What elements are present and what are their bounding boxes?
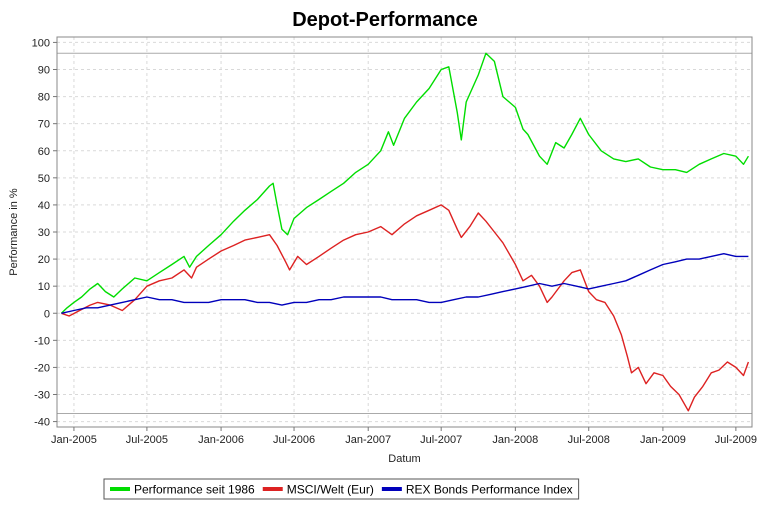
legend-label: MSCI/Welt (Eur) xyxy=(287,483,374,497)
y-tick-label: -40 xyxy=(34,417,50,429)
x-axis-label: Datum xyxy=(388,453,420,465)
y-tick-label: 10 xyxy=(38,281,50,293)
y-axis-ticks: -40 -30 -20 -10 0 10 20 30 40 50 60 70 80 90 100 xyxy=(32,37,57,429)
y-tick-label: -10 xyxy=(34,335,50,347)
series-line xyxy=(60,52,749,314)
legend-label: Performance seit 1986 xyxy=(134,483,255,497)
y-axis-label: Performance in % xyxy=(8,188,20,276)
x-tick-label: Jan-2009 xyxy=(640,434,686,446)
series-line xyxy=(61,252,749,314)
y-tick-label: 0 xyxy=(44,308,50,320)
x-tick-label: Jul-2009 xyxy=(715,434,757,446)
x-tick-label: Jul-2005 xyxy=(126,434,168,446)
x-tick-label: Jul-2006 xyxy=(273,434,315,446)
y-tick-label: 70 xyxy=(38,119,50,131)
y-tick-label: 60 xyxy=(38,146,50,158)
x-axis-ticks: Jan-2005 Jul-2005 Jan-2006 Jul-2006 Jan-2007… xyxy=(51,427,757,446)
y-tick-label: 20 xyxy=(38,254,50,266)
y-tick-label: 50 xyxy=(38,173,50,185)
reference-lines xyxy=(57,52,752,414)
y-tick-label: 80 xyxy=(38,92,50,104)
y-tick-label: -30 xyxy=(34,390,50,402)
legend: Performance seit 1986 MSCI/Welt (Eur) REX … xyxy=(103,478,580,500)
x-tick-label: Jan-2007 xyxy=(345,434,391,446)
x-tick-label: Jan-2005 xyxy=(51,434,97,446)
legend-label: REX Bonds Performance Index xyxy=(406,483,573,497)
series-line xyxy=(61,204,750,412)
x-tick-label: Jul-2007 xyxy=(420,434,462,446)
chart-title: Depot-Performance xyxy=(292,9,478,31)
x-tick-label: Jul-2008 xyxy=(568,434,610,446)
y-tick-label: 30 xyxy=(38,227,50,239)
y-tick-label: 100 xyxy=(32,37,50,49)
y-tick-label: -20 xyxy=(34,362,50,374)
series-lines xyxy=(60,52,750,412)
x-tick-label: Jan-2008 xyxy=(492,434,538,446)
x-tick-label: Jan-2006 xyxy=(198,434,244,446)
y-tick-label: 40 xyxy=(38,200,50,212)
y-tick-label: 90 xyxy=(38,65,50,77)
legend-box xyxy=(103,478,580,500)
